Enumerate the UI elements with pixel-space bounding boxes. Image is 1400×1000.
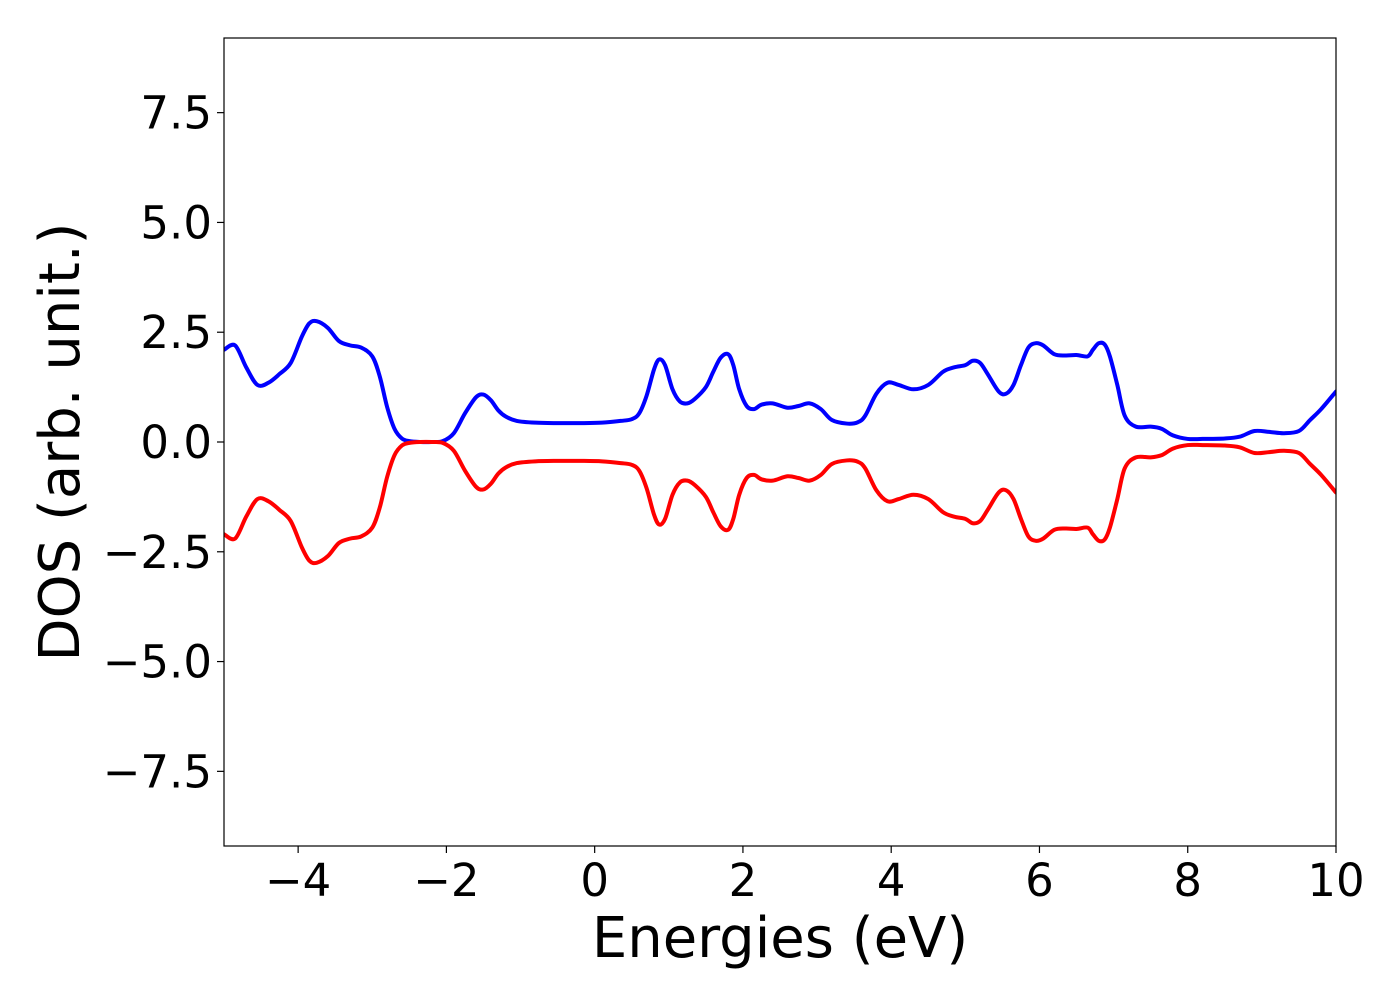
x-tick-label: 2 (729, 854, 758, 907)
series-line-2 (224, 439, 1336, 566)
x-tick-label: −4 (265, 854, 331, 907)
x-tick-label: 8 (1173, 854, 1202, 907)
y-axis-label: DOS (arb. unit.) (28, 222, 93, 661)
x-tick-label: 0 (580, 854, 609, 907)
plot-background (224, 38, 1336, 846)
y-tick-label: −5.0 (103, 636, 212, 689)
x-tick-label: −2 (413, 854, 479, 907)
x-axis-label: Energies (eV) (592, 906, 968, 971)
y-tick-label: 2.5 (140, 306, 212, 359)
y-tick-label: −7.5 (103, 745, 212, 798)
series-line-1 (224, 318, 1336, 445)
y-axis-ticks: 7.5 5.0 2.5 0.0 −2.5 −5.0 −7.5 (103, 87, 224, 798)
x-axis-ticks: −4 −2 0 2 4 6 8 10 (265, 846, 1365, 907)
x-tick-label: 4 (877, 854, 906, 907)
y-tick-label: 0.0 (140, 416, 212, 469)
y-tick-label: 7.5 (140, 87, 212, 140)
y-tick-label: 5.0 (140, 196, 212, 249)
x-tick-label: 6 (1025, 854, 1054, 907)
x-tick-label: 10 (1307, 854, 1364, 907)
series-group (224, 318, 1336, 566)
y-tick-label: −2.5 (103, 526, 212, 579)
